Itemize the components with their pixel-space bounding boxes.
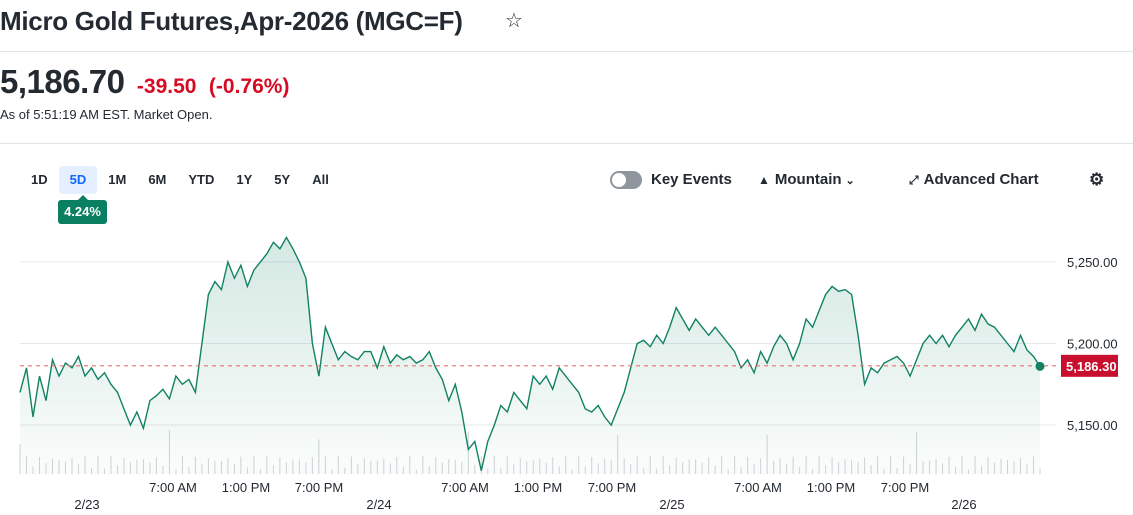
expand-arrows-icon: ⤢ [909, 173, 919, 187]
price-change-percent: (-0.76%) [208, 75, 290, 98]
star-icon[interactable]: ☆ [505, 10, 523, 32]
range-6m[interactable]: 6M [148, 172, 167, 187]
last-price-label-bg [1061, 354, 1118, 377]
key-events-toggle[interactable] [610, 171, 642, 189]
chevron-down-icon: ⌄ [845, 175, 855, 187]
x-tick-time: 7:00 PM [295, 480, 343, 495]
as-of-timestamp: As of 5:51:19 AM EST. Market Open. [0, 107, 213, 122]
x-tick-date: 2/23 [74, 497, 99, 512]
x-tick-time: 7:00 AM [149, 480, 197, 495]
page-title: Micro Gold Futures,Apr-2026 (MGC=F) [0, 6, 463, 36]
advanced-chart-label: Advanced Chart [923, 171, 1039, 188]
last-price-dot [1035, 361, 1045, 371]
price-row: 5,186.70 -39.50 (-0.76%) [0, 63, 289, 101]
x-tick-time: 1:00 PM [514, 480, 562, 495]
x-tick-time: 7:00 AM [734, 480, 782, 495]
toggle-knob [612, 173, 626, 187]
x-tick-date: 2/24 [366, 497, 391, 512]
range-5d[interactable]: 5D [58, 166, 98, 194]
x-tick-time: 7:00 PM [588, 480, 636, 495]
range-selector: 1D 5D 1M 6M YTD 1Y 5Y All [20, 166, 340, 194]
y-tick-label: 5,250.00 [1067, 255, 1118, 270]
y-tick-label: 5,200.00 [1067, 336, 1118, 351]
price-area [20, 237, 1040, 474]
range-change-badge: 4.24% [58, 195, 107, 224]
current-price: 5,186.70 [0, 63, 125, 100]
key-events-label[interactable]: Key Events [651, 171, 732, 188]
x-tick-time: 7:00 AM [441, 480, 489, 495]
quote-header: Micro Gold Futures,Apr-2026 (MGC=F) ☆ [0, 0, 1133, 52]
x-tick-time: 7:00 PM [881, 480, 929, 495]
x-tick-date: 2/25 [659, 497, 684, 512]
gear-icon[interactable]: ⚙ [1089, 170, 1105, 189]
mountain-icon: ▲ [758, 173, 770, 187]
x-tick-time: 1:00 PM [807, 480, 855, 495]
range-1m[interactable]: 1M [108, 172, 127, 187]
range-5y[interactable]: 5Y [274, 172, 291, 187]
x-tick-time: 1:00 PM [222, 480, 270, 495]
range-1y[interactable]: 1Y [236, 172, 253, 187]
y-tick-label: 5,150.00 [1067, 418, 1118, 433]
chart-type-button[interactable]: ▲ Mountain ⌄ [758, 168, 855, 192]
chart-card [0, 143, 1133, 515]
last-price-label: 5,186.30 [1066, 359, 1117, 374]
range-ytd[interactable]: YTD [188, 172, 215, 187]
x-tick-date: 2/26 [951, 497, 976, 512]
advanced-chart-button[interactable]: ⤢ Advanced Chart [909, 168, 1039, 192]
price-change: -39.50 [136, 75, 197, 98]
range-all[interactable]: All [312, 172, 329, 187]
price-line [19, 235, 1041, 471]
range-1d[interactable]: 1D [31, 172, 48, 187]
chart-type-label: Mountain [774, 171, 842, 188]
